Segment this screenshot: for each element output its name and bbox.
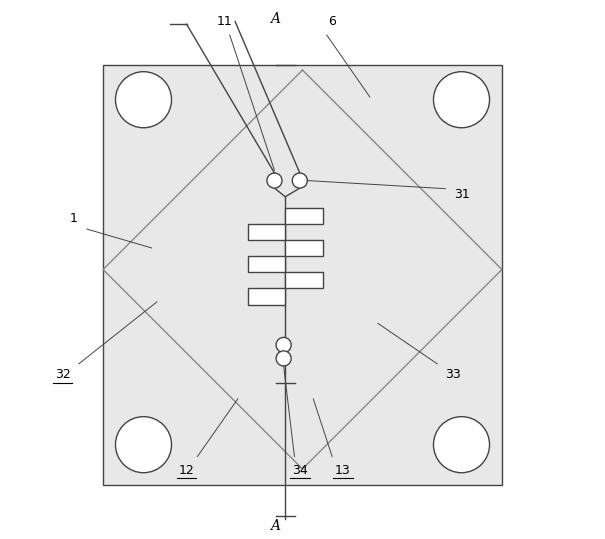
Circle shape xyxy=(433,417,489,473)
Bar xyxy=(247,256,285,272)
Bar xyxy=(285,208,323,224)
Text: 34: 34 xyxy=(292,464,308,476)
Bar xyxy=(247,224,285,240)
Circle shape xyxy=(276,351,291,366)
Bar xyxy=(247,288,285,305)
Text: 13: 13 xyxy=(335,464,351,476)
Circle shape xyxy=(292,173,307,188)
Text: A: A xyxy=(270,519,281,533)
Circle shape xyxy=(433,72,489,128)
Circle shape xyxy=(116,417,172,473)
Bar xyxy=(285,240,323,256)
Text: 12: 12 xyxy=(178,464,194,476)
Text: 32: 32 xyxy=(55,368,71,381)
Text: A: A xyxy=(270,12,281,26)
Text: 33: 33 xyxy=(445,368,461,381)
Circle shape xyxy=(276,337,291,353)
Bar xyxy=(103,65,502,485)
Text: 31: 31 xyxy=(454,188,469,201)
Text: 11: 11 xyxy=(217,15,232,28)
Text: 6: 6 xyxy=(328,15,336,28)
Text: 1: 1 xyxy=(70,212,77,225)
Circle shape xyxy=(267,173,282,188)
Bar xyxy=(285,272,323,288)
Circle shape xyxy=(116,72,172,128)
